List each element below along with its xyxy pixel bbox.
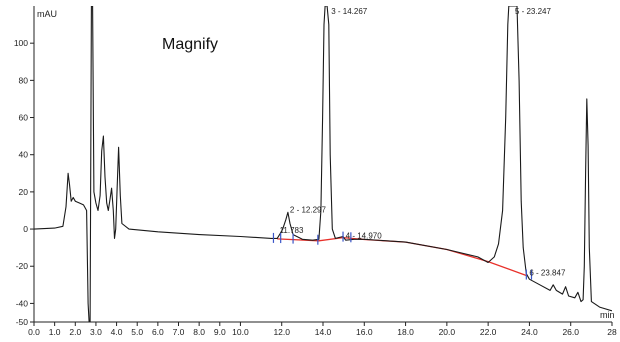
x-tick-label: 3.0 <box>90 327 102 337</box>
y-tick-label: 100 <box>14 38 28 48</box>
x-tick-label: 22.0 <box>480 327 497 337</box>
x-tick-label: 7.0 <box>173 327 185 337</box>
y-tick-label: 0 <box>23 224 28 234</box>
x-tick-label: 8.0 <box>193 327 205 337</box>
y-tick-label: 60 <box>19 113 29 123</box>
x-tick-label: 0.0 <box>28 327 40 337</box>
x-tick-label: 14.0 <box>315 327 332 337</box>
y-tick-label: 80 <box>19 75 29 85</box>
peak-label: 6 - 23.847 <box>529 269 566 278</box>
y-tick-label: -40 <box>16 298 29 308</box>
y-tick-label: -20 <box>16 261 29 271</box>
peak-labels: 2 - 12.297 11.783 3 - 14.267 4 - 14.970 5 - … <box>280 7 566 278</box>
y-unit-label: mAU <box>37 9 57 19</box>
baseline-layer <box>277 236 527 277</box>
magnify-annotation: Magnify <box>162 36 219 53</box>
y-tick-label: 20 <box>19 187 29 197</box>
x-tick-label: 2.0 <box>69 327 81 337</box>
y-tick-label: 40 <box>19 150 29 160</box>
integration-marks <box>272 231 533 280</box>
baseline-segment <box>277 236 527 277</box>
trace-layer <box>34 6 612 322</box>
x-tick-label: 12.0 <box>273 327 290 337</box>
peak-label: 2 - 12.297 <box>290 205 327 214</box>
peak-label: 5 - 23.247 <box>515 7 552 16</box>
x-tick-label: 16.0 <box>356 327 373 337</box>
x-tick-label: 5.0 <box>131 327 143 337</box>
x-tick-label: 18.0 <box>397 327 414 337</box>
x-tick-label: 24.0 <box>521 327 538 337</box>
x-tick-label: 28 <box>607 327 617 337</box>
x-tick-label: 9.0 <box>214 327 226 337</box>
chromatogram-trace <box>34 6 612 322</box>
x-tick-label: 10.0 <box>232 327 249 337</box>
peak-label: 11.783 <box>280 226 304 235</box>
x-tick-label: 1.0 <box>49 327 61 337</box>
x-tick-label: 6.0 <box>152 327 164 337</box>
axes: 100 80 60 40 20 0 -20 -40 -500.0 1.0 2.0 3.0 4.0 5.0 6… <box>14 6 617 337</box>
x-tick-label: 4.0 <box>111 327 123 337</box>
y-tick-label: -50 <box>16 317 29 327</box>
x-tick-label: 26.0 <box>562 327 579 337</box>
peak-label: 3 - 14.267 <box>331 7 368 16</box>
x-unit-label: min <box>600 310 615 320</box>
x-tick-label: 20.0 <box>439 327 456 337</box>
peak-label: 4 - 14.970 <box>346 231 383 240</box>
